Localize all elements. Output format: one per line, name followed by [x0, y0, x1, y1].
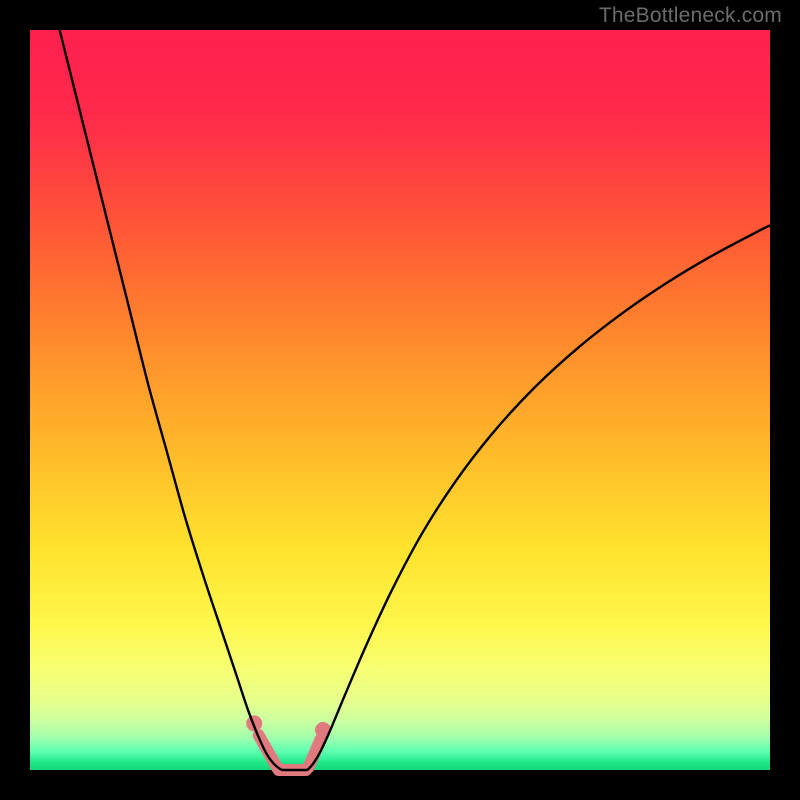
- bottleneck-curve-chart: [0, 0, 800, 800]
- watermark-text: TheBottleneck.com: [599, 4, 782, 28]
- chart-container: TheBottleneck.com: [0, 0, 800, 800]
- plot-background: [30, 30, 770, 770]
